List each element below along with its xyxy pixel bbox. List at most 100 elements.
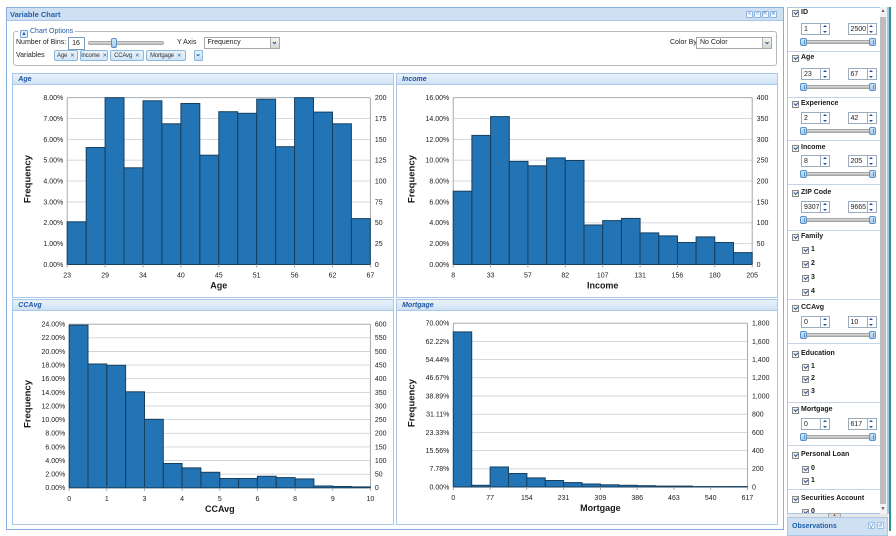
svg-text:Frequency: Frequency xyxy=(23,154,34,203)
svg-text:100: 100 xyxy=(757,220,769,227)
svg-text:6.00%: 6.00% xyxy=(46,445,66,452)
svg-text:16.00%: 16.00% xyxy=(42,376,66,383)
svg-text:100: 100 xyxy=(375,178,387,185)
svg-text:4.00%: 4.00% xyxy=(46,458,66,465)
svg-text:8.00%: 8.00% xyxy=(429,178,449,185)
svg-text:0.00%: 0.00% xyxy=(429,262,449,269)
svg-text:180: 180 xyxy=(709,272,721,279)
svg-text:24.00%: 24.00% xyxy=(42,322,66,329)
svg-text:8.00%: 8.00% xyxy=(46,431,66,438)
svg-text:51: 51 xyxy=(253,272,261,279)
svg-text:12.00%: 12.00% xyxy=(426,137,450,144)
svg-text:12.00%: 12.00% xyxy=(42,404,66,411)
svg-text:386: 386 xyxy=(631,495,643,502)
svg-text:6.00%: 6.00% xyxy=(429,199,449,206)
svg-text:50: 50 xyxy=(375,472,383,479)
svg-text:0.00%: 0.00% xyxy=(430,485,450,492)
svg-text:62: 62 xyxy=(329,272,337,279)
svg-text:1,800: 1,800 xyxy=(752,321,770,328)
svg-text:0.00%: 0.00% xyxy=(44,262,64,269)
svg-text:22.00%: 22.00% xyxy=(42,336,66,343)
svg-text:205: 205 xyxy=(746,272,758,279)
svg-text:20.00%: 20.00% xyxy=(42,349,66,356)
svg-text:0: 0 xyxy=(375,262,379,269)
svg-text:450: 450 xyxy=(375,363,387,370)
svg-text:540: 540 xyxy=(705,495,717,502)
svg-text:7.78%: 7.78% xyxy=(430,467,450,474)
svg-text:150: 150 xyxy=(375,445,387,452)
svg-text:23: 23 xyxy=(64,272,72,279)
svg-text:600: 600 xyxy=(752,430,764,437)
svg-text:1: 1 xyxy=(105,496,109,503)
svg-text:0: 0 xyxy=(375,486,379,493)
svg-text:50: 50 xyxy=(757,241,765,248)
svg-text:156: 156 xyxy=(672,272,684,279)
svg-text:400: 400 xyxy=(375,376,387,383)
svg-text:45: 45 xyxy=(215,272,223,279)
svg-text:125: 125 xyxy=(375,158,387,165)
svg-text:70.00%: 70.00% xyxy=(426,321,450,328)
svg-text:1,600: 1,600 xyxy=(752,339,770,346)
svg-text:1,000: 1,000 xyxy=(752,394,770,401)
svg-text:75: 75 xyxy=(375,199,383,206)
svg-text:107: 107 xyxy=(597,272,609,279)
svg-text:800: 800 xyxy=(752,412,764,419)
svg-text:9: 9 xyxy=(331,496,335,503)
svg-text:300: 300 xyxy=(757,137,769,144)
svg-text:231: 231 xyxy=(558,495,570,502)
svg-text:23.33%: 23.33% xyxy=(426,430,450,437)
svg-text:CCAvg: CCAvg xyxy=(205,504,235,514)
svg-text:100: 100 xyxy=(375,458,387,465)
svg-text:10.00%: 10.00% xyxy=(426,158,450,165)
svg-text:200: 200 xyxy=(375,95,387,102)
svg-text:150: 150 xyxy=(375,137,387,144)
svg-text:29: 29 xyxy=(102,272,110,279)
svg-text:154: 154 xyxy=(521,495,533,502)
svg-text:8.00%: 8.00% xyxy=(44,95,64,102)
svg-text:250: 250 xyxy=(757,158,769,165)
svg-text:500: 500 xyxy=(375,349,387,356)
svg-text:67: 67 xyxy=(367,272,375,279)
svg-text:8: 8 xyxy=(293,496,297,503)
svg-text:309: 309 xyxy=(595,495,607,502)
svg-text:Mortgage: Mortgage xyxy=(580,503,620,513)
svg-text:62.22%: 62.22% xyxy=(426,339,450,346)
svg-text:2.00%: 2.00% xyxy=(46,472,66,479)
svg-text:6: 6 xyxy=(256,496,260,503)
svg-text:Frequency: Frequency xyxy=(407,154,418,203)
svg-text:4: 4 xyxy=(180,496,184,503)
svg-text:150: 150 xyxy=(757,199,769,206)
svg-text:1.00%: 1.00% xyxy=(44,241,64,248)
svg-text:10.00%: 10.00% xyxy=(42,417,66,424)
svg-text:350: 350 xyxy=(757,116,769,123)
svg-text:600: 600 xyxy=(375,322,387,329)
svg-text:46.67%: 46.67% xyxy=(426,376,450,383)
svg-text:50: 50 xyxy=(375,220,383,227)
svg-text:25: 25 xyxy=(375,241,383,248)
svg-text:Age: Age xyxy=(211,280,228,290)
svg-text:Frequency: Frequency xyxy=(407,379,418,428)
svg-text:34: 34 xyxy=(139,272,147,279)
svg-text:5: 5 xyxy=(218,496,222,503)
svg-text:617: 617 xyxy=(742,495,754,502)
svg-text:14.00%: 14.00% xyxy=(42,390,66,397)
svg-text:33: 33 xyxy=(487,272,495,279)
svg-text:6.00%: 6.00% xyxy=(44,137,64,144)
svg-text:0.00%: 0.00% xyxy=(46,486,66,493)
svg-text:2.00%: 2.00% xyxy=(429,241,449,248)
svg-text:0: 0 xyxy=(757,262,761,269)
svg-text:0: 0 xyxy=(68,496,72,503)
svg-text:40: 40 xyxy=(177,272,185,279)
svg-text:400: 400 xyxy=(752,448,764,455)
svg-text:15.56%: 15.56% xyxy=(426,448,450,455)
svg-text:57: 57 xyxy=(524,272,532,279)
svg-text:38.89%: 38.89% xyxy=(426,394,450,401)
svg-text:200: 200 xyxy=(757,178,769,185)
svg-text:5.00%: 5.00% xyxy=(44,158,64,165)
svg-text:200: 200 xyxy=(375,431,387,438)
svg-text:1,400: 1,400 xyxy=(752,357,770,364)
svg-text:56: 56 xyxy=(291,272,299,279)
svg-text:1,200: 1,200 xyxy=(752,376,770,383)
svg-text:4.00%: 4.00% xyxy=(44,178,64,185)
svg-text:131: 131 xyxy=(634,272,646,279)
